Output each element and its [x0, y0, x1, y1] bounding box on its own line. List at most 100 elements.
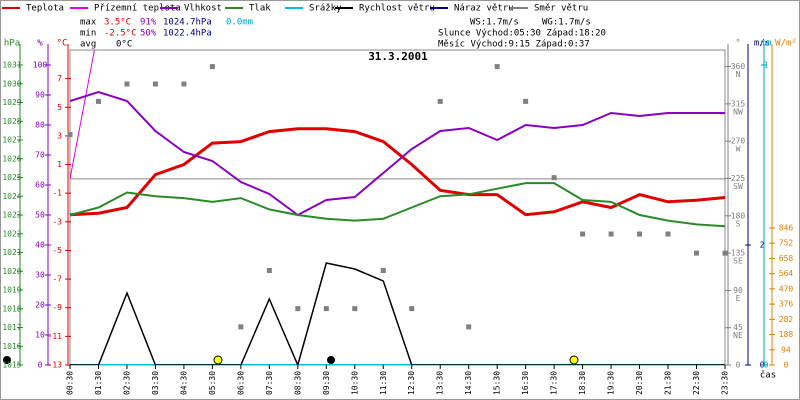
direction-marker — [437, 98, 443, 104]
direction-marker — [67, 132, 73, 138]
x-tick-label: 21:30 — [664, 371, 673, 395]
y-tick-label: 1016 — [2, 342, 21, 351]
x-tick-label: 12:30 — [407, 371, 416, 395]
y-tick-label: 80 — [35, 121, 45, 130]
y-tick-label: 360 — [731, 62, 746, 71]
y-tick-label: 45 — [733, 323, 743, 332]
compass-label: SW — [733, 182, 743, 191]
legend-label: Náraz větru — [454, 4, 514, 14]
header: 1022.4hPa — [163, 29, 212, 39]
header: max — [80, 18, 97, 28]
y-tick-label: 225 — [731, 174, 746, 183]
header: 50% — [140, 29, 157, 39]
direction-marker — [238, 324, 244, 330]
chart-title: 31.3.2001 — [368, 50, 428, 63]
direction-marker — [665, 231, 671, 237]
header: Měsíc Východ:9:15 Západ:0:37 — [438, 40, 590, 50]
x-tick-label: 06:30 — [236, 371, 245, 395]
direction-marker — [637, 231, 643, 237]
y-tick-label: 846 — [779, 223, 794, 232]
y-tick-label: -1 — [52, 189, 62, 198]
x-tick-label: 10:30 — [350, 371, 359, 395]
axis-title: hPa — [4, 39, 20, 49]
y-tick-label: 100 — [33, 61, 48, 70]
x-tick-label: 22:30 — [692, 371, 701, 395]
x-tick-label: 15:30 — [493, 371, 502, 395]
direction-marker — [124, 81, 130, 87]
y-tick-label: 60 — [35, 181, 45, 190]
header: 3.5°C — [104, 18, 131, 28]
direction-marker — [323, 306, 329, 312]
y-tick-label: 1 — [57, 160, 62, 169]
axis-title: ° — [735, 39, 740, 49]
moon-icon — [327, 356, 335, 364]
direction-marker — [266, 268, 272, 273]
compass-label: SE — [733, 257, 743, 266]
y-tick-label: 0 — [736, 361, 741, 370]
y-tick-label: 1019 — [2, 286, 21, 295]
y-tick-label: -13 — [48, 361, 63, 370]
axis-title: W/m² — [775, 39, 797, 49]
y-tick-label: 10 — [35, 331, 45, 340]
compass-label: NE — [733, 331, 743, 340]
x-tick-label: 13:30 — [436, 371, 445, 395]
header: Slunce Východ:05:30 Západ:18:20 — [438, 29, 606, 39]
y-tick-label: 1027 — [2, 136, 21, 145]
y-tick-label: 70 — [35, 151, 45, 160]
legend-label: Přízemní teplota — [94, 4, 181, 14]
y-tick-label: 1022 — [2, 229, 21, 238]
y-tick-label: 94 — [781, 345, 791, 354]
y-tick-label: 7 — [57, 74, 62, 83]
x-tick-label: 16:30 — [521, 371, 530, 395]
y-tick-label: 564 — [779, 269, 794, 278]
x-tick-label: 20:30 — [635, 371, 644, 395]
compass-label: S — [736, 219, 741, 228]
y-tick-label: 315 — [731, 99, 746, 108]
direction-marker — [95, 98, 101, 104]
x-axis-title: čas — [760, 370, 776, 381]
direction-marker — [466, 324, 472, 330]
direction-marker — [523, 98, 529, 104]
y-tick-label: 30 — [35, 271, 45, 280]
y-tick-label: 0 — [764, 361, 769, 370]
y-tick-label: -7 — [52, 275, 62, 284]
header: avg — [80, 40, 96, 50]
y-tick-label: 0 — [38, 361, 43, 370]
compass-label: NW — [733, 107, 743, 116]
y-tick-label: 282 — [779, 315, 794, 324]
y-tick-label: 270 — [731, 137, 746, 146]
series-line — [70, 182, 725, 228]
legend-label: Směr větru — [534, 4, 588, 14]
legend-label: Vlhkost — [184, 4, 222, 14]
y-tick-label: 376 — [779, 300, 794, 309]
y-tick-label: 1023 — [2, 211, 21, 220]
legend-label: Srážky — [309, 4, 342, 14]
sun-icon — [213, 355, 223, 365]
legend-label: Teplota — [26, 4, 64, 14]
series-line — [70, 50, 95, 179]
header: 0.0mm — [226, 18, 253, 28]
y-tick-label: 752 — [779, 239, 794, 248]
y-tick-label: -11 — [48, 332, 63, 341]
direction-marker — [694, 250, 700, 256]
y-tick-label: 1028 — [2, 117, 21, 126]
y-tick-label: 90 — [733, 286, 743, 295]
y-tick-label: 470 — [779, 284, 794, 293]
x-tick-label: 18:30 — [578, 371, 587, 395]
y-tick-label: 658 — [779, 254, 794, 263]
y-tick-label: 1021 — [2, 248, 21, 257]
y-tick-label: 1025 — [2, 173, 21, 182]
header: WG:1.7m/s — [542, 18, 591, 28]
direction-marker — [380, 268, 386, 273]
legend-label: Tlak — [249, 4, 271, 14]
y-tick-label: -5 — [52, 246, 62, 255]
y-tick-label: 20 — [35, 301, 45, 310]
axis-title: % — [37, 39, 43, 49]
y-tick-label: 1031 — [2, 61, 21, 70]
y-tick-label: 1024 — [2, 192, 21, 201]
direction-marker — [551, 175, 557, 181]
x-tick-label: 19:30 — [607, 371, 616, 395]
axis-title: mm — [761, 39, 772, 49]
series-line — [70, 262, 725, 365]
